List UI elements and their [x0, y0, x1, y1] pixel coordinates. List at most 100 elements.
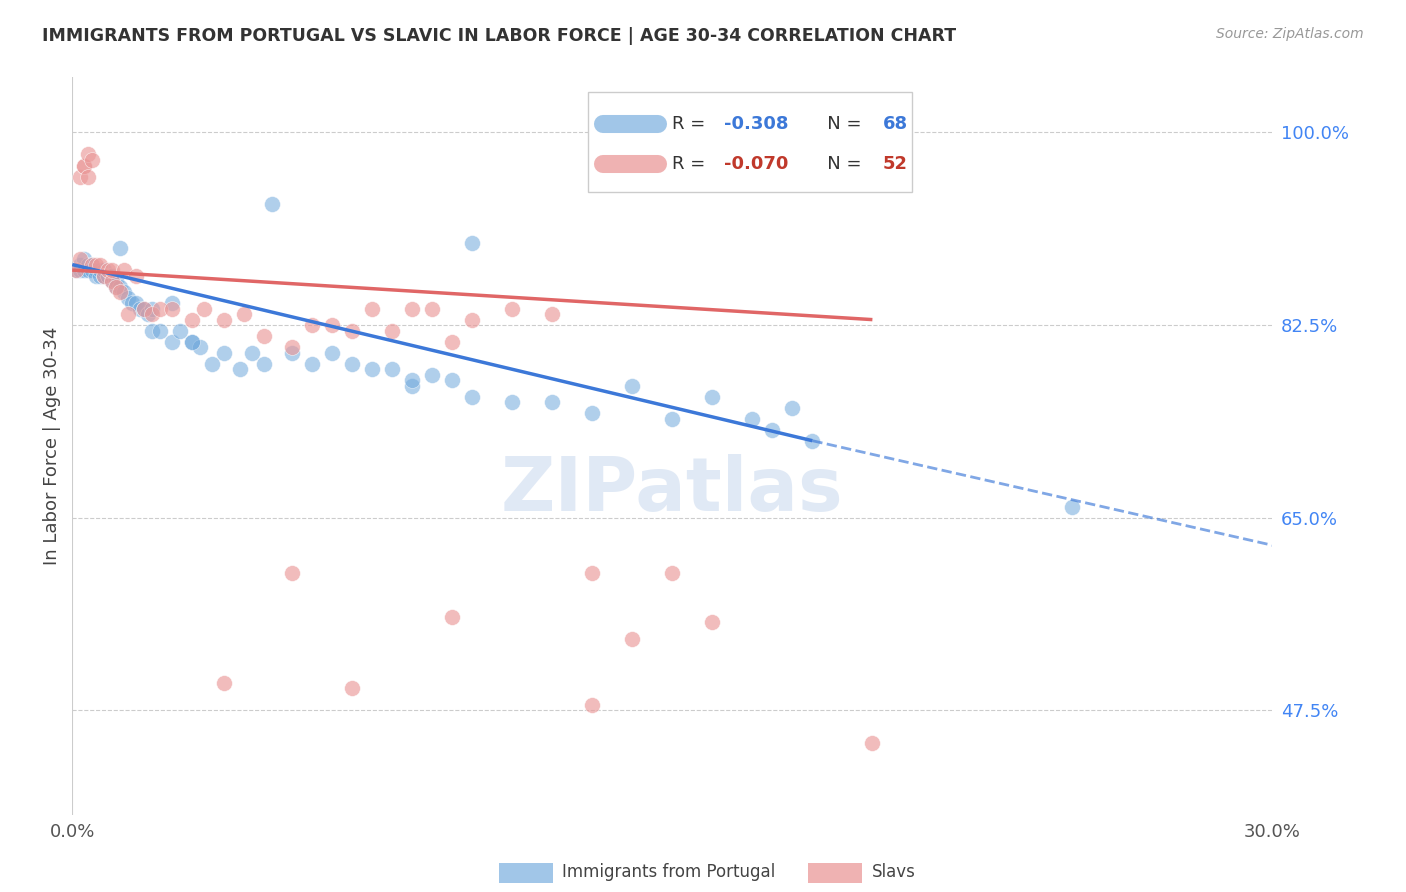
Point — [84, 268, 107, 283]
Point — [101, 268, 124, 283]
Point — [110, 241, 132, 255]
Point — [77, 263, 100, 277]
Point — [89, 258, 111, 272]
Point — [149, 324, 172, 338]
Point — [229, 362, 252, 376]
Point — [262, 197, 284, 211]
Point — [141, 307, 163, 321]
Point — [581, 406, 603, 420]
Point — [129, 301, 152, 316]
Point — [361, 362, 384, 376]
Point — [93, 268, 115, 283]
Point — [117, 307, 139, 321]
Text: -0.308: -0.308 — [724, 115, 789, 133]
Point — [461, 235, 484, 250]
Point — [73, 159, 96, 173]
Point — [741, 411, 763, 425]
Point — [188, 340, 211, 354]
Point — [82, 258, 104, 272]
Text: Immigrants from Portugal: Immigrants from Portugal — [562, 863, 776, 881]
Point — [342, 324, 364, 338]
Point — [162, 296, 184, 310]
Text: 68: 68 — [883, 115, 907, 133]
Point — [461, 312, 484, 326]
Y-axis label: In Labor Force | Age 30-34: In Labor Force | Age 30-34 — [44, 327, 60, 566]
Point — [105, 274, 128, 288]
Point — [253, 329, 276, 343]
Point — [281, 340, 304, 354]
Text: ZIPatlas: ZIPatlas — [501, 454, 844, 527]
Point — [702, 615, 724, 630]
Point — [661, 566, 683, 580]
Point — [233, 307, 256, 321]
Point — [134, 301, 156, 316]
Point — [110, 285, 132, 299]
Point — [93, 263, 115, 277]
Point — [782, 401, 804, 415]
Point — [82, 258, 104, 272]
Point — [149, 301, 172, 316]
Point — [134, 301, 156, 316]
Point — [97, 268, 120, 283]
Point — [169, 324, 191, 338]
Point — [97, 263, 120, 277]
Point — [65, 263, 87, 277]
Point — [73, 263, 96, 277]
Point — [121, 296, 143, 310]
Point — [201, 357, 224, 371]
Text: -0.070: -0.070 — [724, 154, 789, 173]
Text: R =: R = — [672, 115, 711, 133]
Point — [301, 318, 323, 332]
Point — [621, 378, 644, 392]
Point — [105, 279, 128, 293]
Point — [860, 736, 883, 750]
Point — [441, 334, 464, 349]
Point — [69, 258, 91, 272]
Point — [420, 301, 443, 316]
Point — [112, 263, 135, 277]
Point — [621, 632, 644, 646]
Point — [136, 307, 159, 321]
Point — [253, 357, 276, 371]
Point — [541, 395, 564, 409]
Point — [69, 263, 91, 277]
Point — [361, 301, 384, 316]
Point — [441, 373, 464, 387]
FancyBboxPatch shape — [588, 92, 912, 192]
Point — [420, 368, 443, 382]
Point — [181, 334, 204, 349]
Point — [461, 390, 484, 404]
Point — [101, 274, 124, 288]
Point — [69, 169, 91, 184]
Point — [581, 566, 603, 580]
Point — [110, 279, 132, 293]
Point — [401, 301, 423, 316]
Point — [214, 345, 236, 359]
Point — [441, 610, 464, 624]
Point — [181, 312, 204, 326]
Point — [141, 301, 163, 316]
Point — [581, 698, 603, 712]
Point — [342, 681, 364, 696]
Text: N =: N = — [810, 154, 868, 173]
Point — [401, 378, 423, 392]
Point — [77, 147, 100, 161]
Point — [702, 390, 724, 404]
Point — [214, 676, 236, 690]
Point — [117, 291, 139, 305]
Point — [101, 263, 124, 277]
Point — [84, 263, 107, 277]
Text: Source: ZipAtlas.com: Source: ZipAtlas.com — [1216, 27, 1364, 41]
Point — [84, 258, 107, 272]
Point — [82, 263, 104, 277]
Point — [73, 159, 96, 173]
Point — [321, 318, 343, 332]
Point — [181, 334, 204, 349]
Point — [661, 411, 683, 425]
Point — [541, 307, 564, 321]
Point — [381, 324, 404, 338]
Point — [281, 345, 304, 359]
Point — [401, 373, 423, 387]
Point — [125, 296, 148, 310]
Point — [93, 268, 115, 283]
